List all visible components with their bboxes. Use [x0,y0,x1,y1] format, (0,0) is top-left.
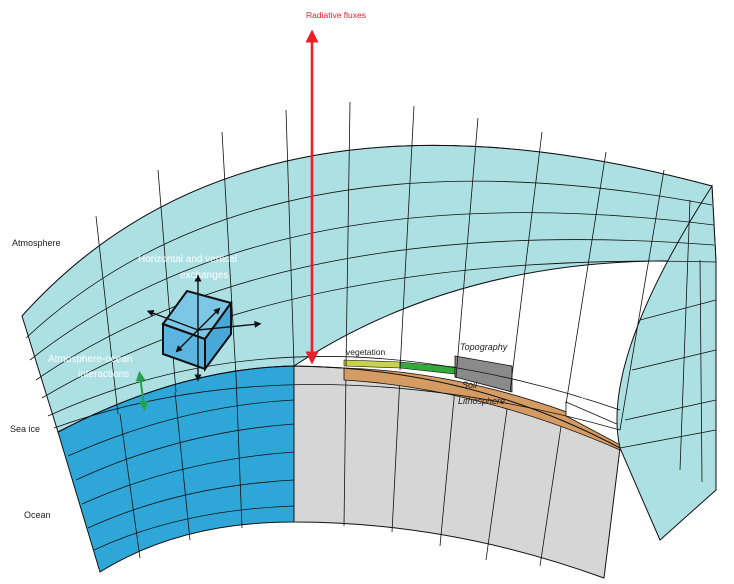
topography-label: Topography [460,342,508,352]
radiative-fluxes-label: Radiative fluxes [306,10,366,20]
atmosphere-ocean-exchange-arrow [135,371,149,411]
vegetation-strip [343,359,401,369]
atmosphere-ocean-label-line1: Atmosphere-ocean [48,354,133,365]
lithosphere-label: Lithosphere [458,396,505,406]
lithosphere-grid-lines [343,371,563,567]
atmosphere-ocean-label-line2: interactions [78,369,129,380]
side-wall-grid-lines [619,199,717,483]
vegetation-label: vegetation [346,347,385,357]
atmosphere-longitude-lines [95,101,665,431]
exchanges-label-line1: Horizontal and vertical [138,254,237,265]
atmosphere-label: Atmosphere [12,238,61,248]
lithosphere-region [293,365,621,579]
exchanges-label-line2: exchanges [180,270,228,281]
sea-ice-label: Sea ice [10,424,40,434]
ocean-label: Ocean [24,510,51,520]
soil-label: Soil [462,380,478,390]
topography-block [454,355,513,393]
ice-sheets-label: Ice sheets [579,377,621,402]
exchange-arrows [146,274,262,382]
ocean-layer-lines [67,375,295,559]
grid-cell-cube [161,289,233,373]
